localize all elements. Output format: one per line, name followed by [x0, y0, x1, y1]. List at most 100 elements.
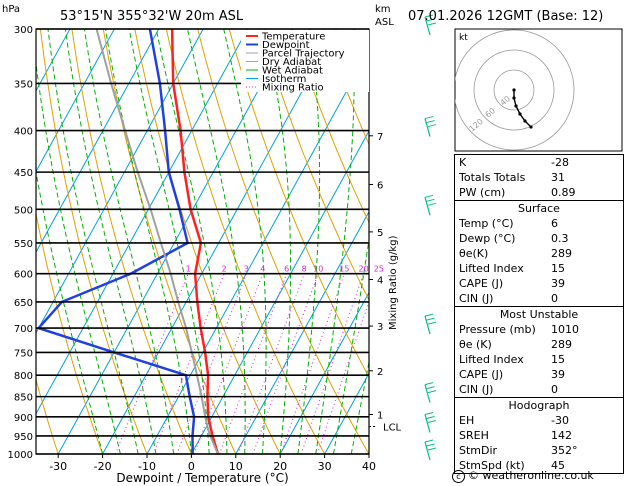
- hodograph-point: [523, 119, 527, 123]
- wind-barb: [424, 116, 437, 137]
- surface-index-row: Dewp (°C) 0.3: [455, 231, 623, 246]
- wind-barb-flag: [426, 317, 435, 321]
- copyright-link[interactable]: c © weatheronline.co.uk: [452, 469, 594, 483]
- isotherm-line: [36, 29, 71, 92]
- wind-barb: [424, 411, 437, 433]
- copyright-text: © weatheronline.co.uk: [468, 469, 594, 482]
- isotherm-line: [36, 29, 248, 415]
- basic-index-label: PW (cm): [459, 186, 506, 199]
- unstable-index-row: θe (K) 289: [455, 337, 623, 352]
- pressure-tick-label: 900: [14, 413, 33, 424]
- wind-barb: [424, 313, 437, 335]
- dry-adiabat-line: [36, 377, 59, 454]
- wind-barb-flag: [426, 198, 435, 202]
- temperature-line: [170, 29, 220, 454]
- surface-index-label: CAPE (J): [459, 277, 504, 290]
- hodograph-index-label: StmDir: [459, 444, 498, 457]
- surface-index-row: CAPE (J) 39: [455, 276, 623, 291]
- wind-barb-staff: [424, 441, 431, 461]
- x-tick-label: 40: [362, 460, 376, 473]
- hodograph-index-value: -30: [551, 414, 569, 427]
- indices-most-unstable: Most Unstable Pressure (mb) 1010 θe (K) 289…: [455, 306, 623, 397]
- pressure-tick-label: 500: [14, 205, 33, 216]
- unstable-index-row: CIN (J) 0: [455, 382, 623, 397]
- surface-index-label: Temp (°C): [459, 217, 514, 230]
- wind-barb-staff: [424, 384, 431, 403]
- hodograph-ring: [493, 69, 535, 111]
- wind-barb-flag: [424, 411, 434, 415]
- mixing-ratio-label: 1: [186, 265, 191, 274]
- unstable-index-value: 289: [551, 338, 572, 351]
- hodograph-index-value: 352°: [551, 444, 578, 457]
- isotherm-line: [190, 130, 369, 454]
- hodograph-index-row: StmDir 352°: [455, 443, 623, 458]
- mixing-ratio-label: 4: [260, 265, 265, 274]
- isotherm-line: [36, 29, 115, 173]
- legend-label: Mixing Ratio: [262, 83, 324, 94]
- km-tick-label: 3: [377, 322, 383, 333]
- datetime-header: 07.01.2026 12GMT (Base: 12): [408, 9, 603, 24]
- x-tick-label: -10: [138, 460, 156, 473]
- unstable-index-value: 39: [551, 368, 565, 381]
- wind-barb-staff: [424, 315, 431, 335]
- mixing-ratio-line: [252, 273, 319, 454]
- mixing-ratio-label: 8: [302, 265, 307, 274]
- mixing-ratio-line: [218, 273, 288, 454]
- lcl-label: LCL: [383, 422, 402, 433]
- surface-index-label: θe(K): [459, 247, 489, 260]
- x-tick-label: 20: [273, 460, 287, 473]
- pressure-tick-label: 450: [14, 168, 33, 179]
- wind-barb-flag: [424, 313, 434, 317]
- wind-barb-staff: [424, 414, 431, 433]
- surface-index-value: 15: [551, 262, 565, 275]
- copyright-icon: c: [452, 470, 465, 483]
- hodograph-point: [512, 96, 516, 100]
- surface-index-row: CIN (J) 0: [455, 291, 623, 306]
- isotherm-line: [279, 291, 369, 454]
- wind-barb-flag: [424, 439, 434, 443]
- isotherm-line: [324, 372, 369, 454]
- wind-barb: [424, 382, 437, 403]
- unstable-index-row: Lifted Index 15: [455, 352, 623, 367]
- hodograph-index-row: StmSpd (kt) 45: [455, 458, 623, 473]
- hodograph-unit: kt: [459, 33, 468, 43]
- surface-index-value: 289: [551, 247, 572, 260]
- wind-barb: [424, 14, 437, 36]
- unstable-index-label: θe (K): [459, 338, 492, 351]
- wind-barb-flag: [426, 415, 435, 419]
- wet-adiabat-line: [223, 29, 267, 454]
- surface-index-label: CIN (J): [459, 292, 494, 305]
- indices-panel: K -28 Totals Totals 31 PW (cm) 0.89 Surface T…: [454, 154, 624, 474]
- wet-adiabat-line: [36, 60, 121, 454]
- mixing-ratio-label: 10: [313, 265, 323, 274]
- wind-barb-flag: [427, 22, 437, 26]
- mixing-ratio-label: 3: [244, 265, 249, 274]
- plot-frame: [35, 28, 370, 455]
- x-axis-label: Dewpoint / Temperature (°C): [116, 471, 288, 485]
- hodograph-title: Hodograph: [508, 399, 570, 412]
- wind-barb-flag: [427, 419, 437, 423]
- wet-adiabat-line: [187, 29, 246, 454]
- x-tick-label: -30: [49, 460, 67, 473]
- hodograph-ring: [473, 49, 555, 131]
- basic-index-value: 31: [551, 171, 565, 184]
- hodograph-frame: [454, 28, 623, 152]
- unstable-index-label: CIN (J): [459, 383, 494, 396]
- hodograph-point: [529, 125, 533, 129]
- wind-barb-flag: [424, 382, 434, 386]
- pressure-tick-label: 800: [14, 371, 33, 382]
- isotherm-line: [235, 210, 369, 454]
- mixing-ratio-label: 25: [374, 265, 384, 274]
- basic-index-row: Totals Totals 31: [455, 170, 623, 185]
- mixing-ratio-line: [237, 273, 305, 454]
- km-tick-label: 7: [377, 132, 383, 143]
- pressure-tick-label: 600: [14, 270, 33, 281]
- indices-basic: K -28 Totals Totals 31 PW (cm) 0.89: [455, 155, 623, 200]
- basic-index-row: PW (cm) 0.89: [455, 185, 623, 200]
- dry-adiabat-line: [260, 29, 369, 302]
- wind-barb-flag: [427, 447, 437, 451]
- wind-barb-flag: [426, 18, 435, 22]
- surface-index-value: 0.3: [551, 232, 569, 245]
- legend-label: Dewpoint: [262, 40, 310, 51]
